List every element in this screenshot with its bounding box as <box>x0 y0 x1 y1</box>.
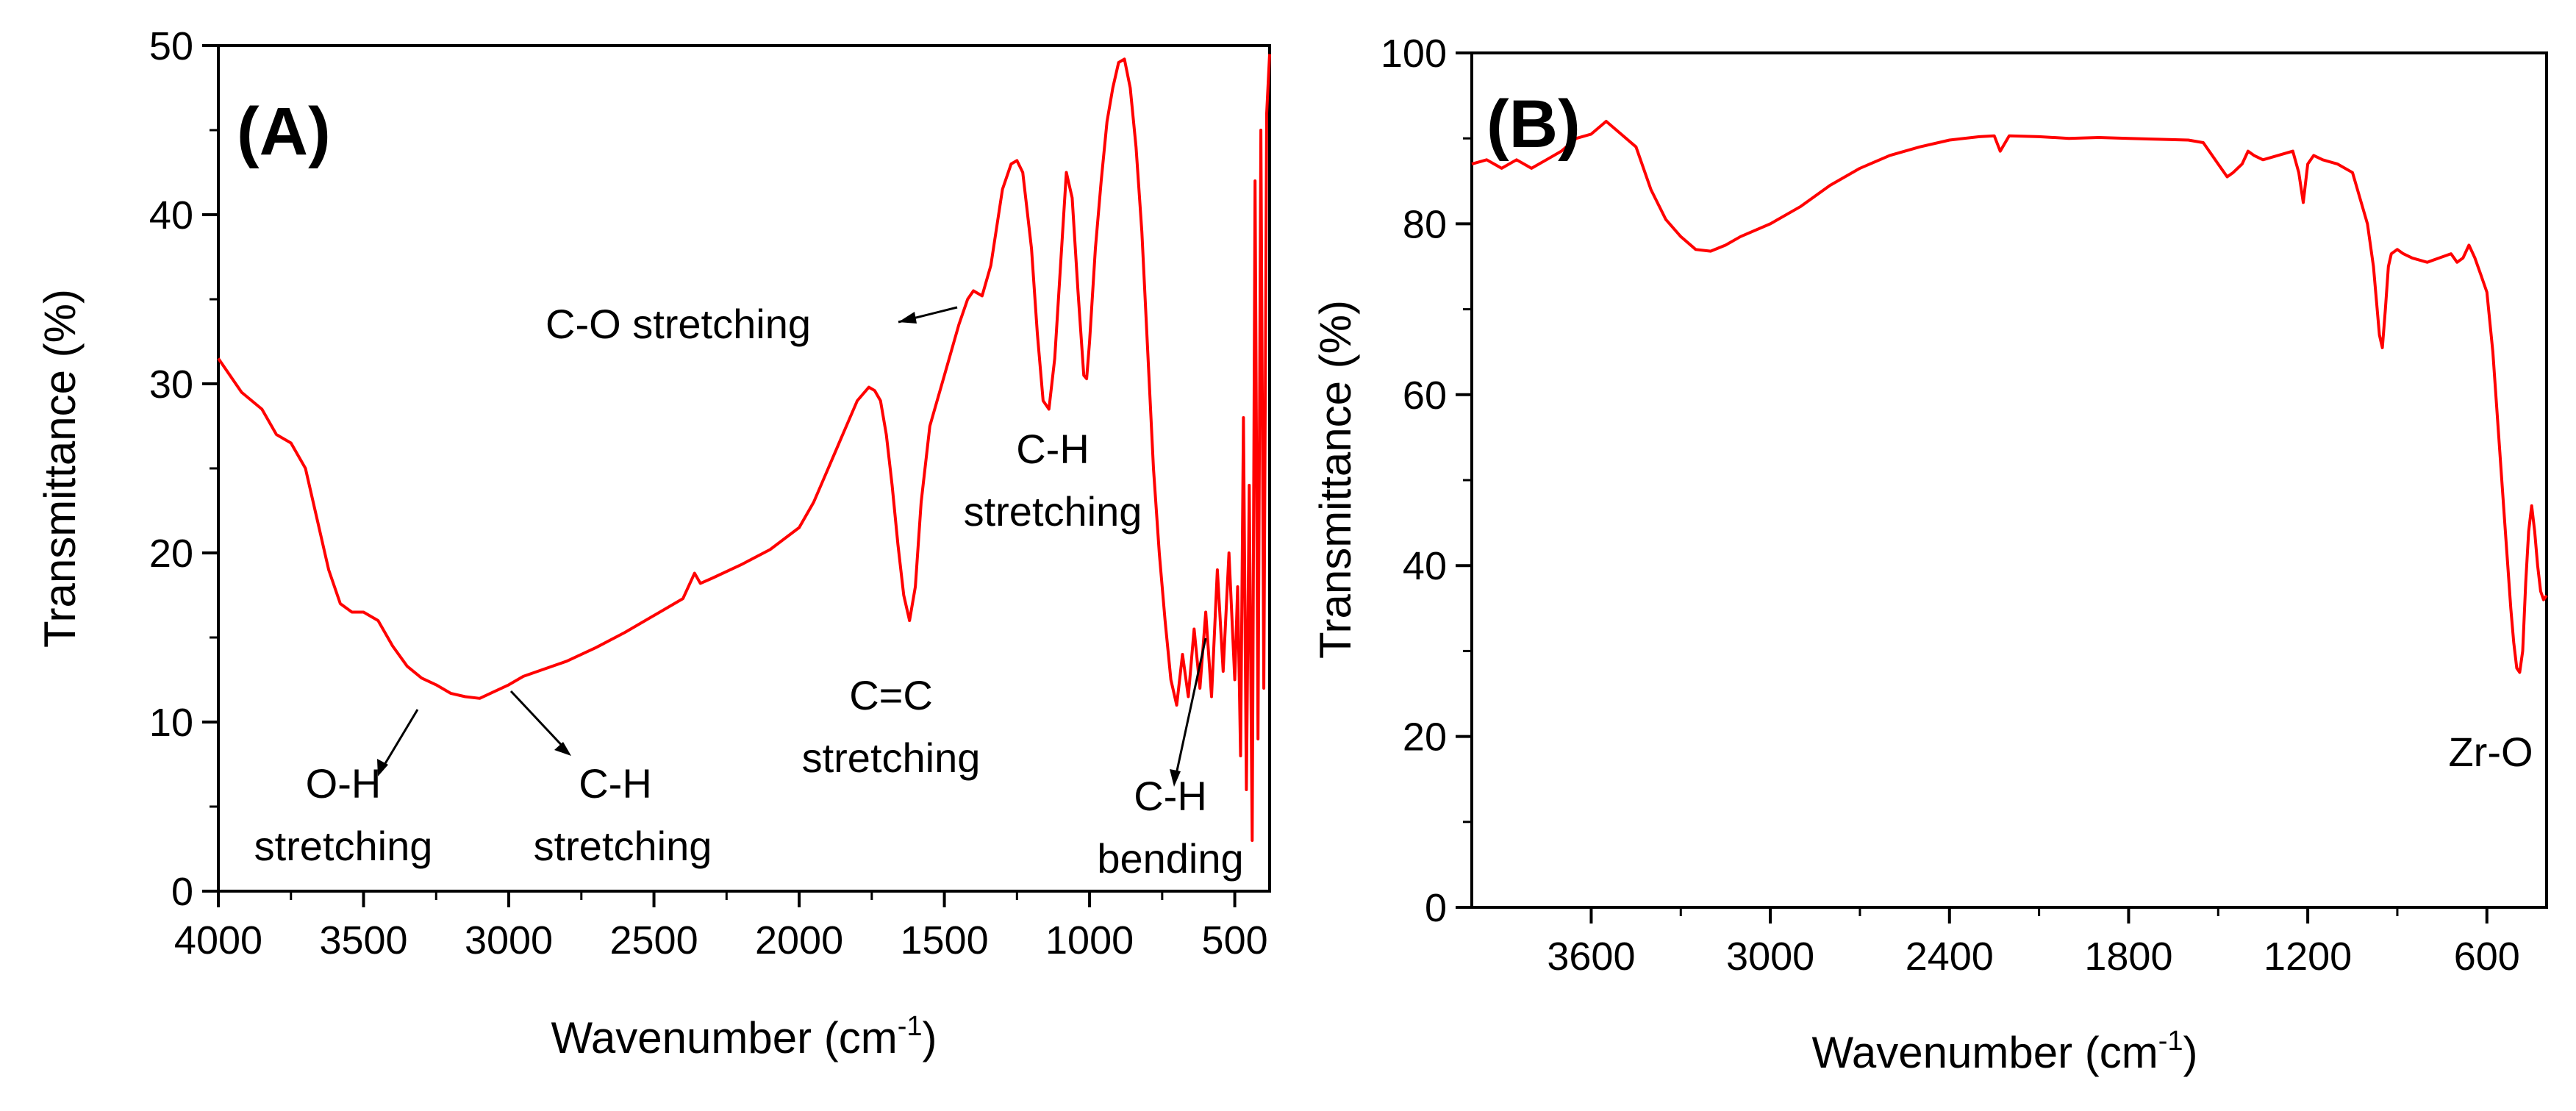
annotation-arrowhead <box>898 312 917 324</box>
panel-a-chart: 0 10 20 30 40 50 4000 3500 3000 2500 2000 1500 1000… <box>35 24 1271 1062</box>
annotation-label: bending <box>1097 835 1243 882</box>
annotation-cc-stretching: C=C stretching <box>802 672 981 781</box>
x-tick-label: 3000 <box>465 918 553 962</box>
panel-b-plot-frame <box>1470 51 2548 909</box>
annotation-arrowhead <box>1170 769 1181 787</box>
panel-a-y-axis-title: Transmittance (%) <box>35 289 85 648</box>
panel-a-x-axis-title-end: ) <box>923 1013 937 1062</box>
panel-b-chart: 0 20 40 60 80 100 3600 3000 2400 1800 1200 600 (B)… <box>1311 32 2548 1077</box>
x-tick-label: 1500 <box>900 918 988 962</box>
annotation-label: C-O stretching <box>545 301 811 347</box>
panel-a-label: (A) <box>237 94 331 169</box>
annotation-label: C-H <box>1134 773 1207 819</box>
panel-b-x-ticks: 3600 3000 2400 1800 1200 600 <box>1547 907 2520 979</box>
y-tick-label: 80 <box>1403 202 1447 246</box>
x-tick-label: 500 <box>1202 918 1268 962</box>
panel-b-label: (B) <box>1486 87 1581 162</box>
annotation-co-stretching: C-O stretching <box>545 301 958 347</box>
y-tick-label: 50 <box>149 24 193 68</box>
annotation-arrowhead <box>554 742 571 756</box>
panel-a-spectrum-line <box>217 54 1271 842</box>
x-tick-label: 600 <box>2454 935 2520 979</box>
annotation-ch-stretching-2950: C-H stretching <box>509 690 712 869</box>
x-tick-label: 3500 <box>319 918 407 962</box>
annotation-arrowhead <box>377 759 388 776</box>
annotation-label: stretching <box>254 823 433 869</box>
panel-a-x-axis-title-main: Wavenumber (cm <box>551 1013 898 1062</box>
panel-a-x-axis-title-sup: -1 <box>898 1011 923 1042</box>
x-tick-label: 1800 <box>2084 935 2172 979</box>
annotation-label: stretching <box>534 823 712 869</box>
annotation-label: stretching <box>964 488 1142 535</box>
x-tick-label: 3600 <box>1547 935 1635 979</box>
panel-a-x-axis-title: Wavenumber (cm-1) <box>551 1011 937 1062</box>
x-tick-label: 3000 <box>1726 935 1814 979</box>
y-tick-label: 10 <box>149 701 193 745</box>
annotation-label: stretching <box>802 735 981 781</box>
panel-b-spectrum-line <box>1471 120 2548 674</box>
x-tick-label: 4000 <box>174 918 262 962</box>
annotation-arrow <box>379 709 419 773</box>
y-tick-label: 20 <box>1403 715 1447 760</box>
annotation-oh-stretching: O-H stretching <box>254 709 433 869</box>
annotation-label: O-H <box>306 760 382 807</box>
annotation-arrow <box>509 690 569 753</box>
panel-b-x-axis-title-sup: -1 <box>2158 1026 2183 1057</box>
annotation-label: Zr-O <box>2448 729 2533 775</box>
y-tick-label: 60 <box>1403 374 1447 418</box>
panel-b-y-ticks: 0 20 40 60 80 100 <box>1381 32 1472 930</box>
panel-b-y-axis-title: Transmittance (%) <box>1311 300 1360 659</box>
panel-b-x-axis-title: Wavenumber (cm-1) <box>1812 1026 2198 1077</box>
y-tick-label: 30 <box>149 362 193 407</box>
annotation-label: C-H <box>579 760 652 807</box>
y-tick-label: 0 <box>1425 886 1447 930</box>
annotation-zr-o: Zr-O <box>2448 729 2533 775</box>
x-tick-label: 2400 <box>1906 935 1994 979</box>
x-tick-label: 1000 <box>1045 918 1134 962</box>
annotation-ch-stretching-1140: C-H stretching <box>964 426 1142 535</box>
annotation-arrow <box>1173 637 1207 782</box>
panel-b-x-axis-title-main: Wavenumber (cm <box>1812 1028 2158 1077</box>
panel-a-x-ticks: 4000 3500 3000 2500 2000 1500 1000 500 <box>174 891 1268 962</box>
annotation-ch-bending: C-H bending <box>1097 637 1244 882</box>
y-tick-label: 20 <box>149 532 193 576</box>
y-tick-label: 0 <box>171 870 193 914</box>
annotation-label: C=C <box>849 672 933 718</box>
y-tick-label: 100 <box>1381 32 1447 76</box>
y-tick-label: 40 <box>1403 544 1447 588</box>
x-tick-label: 2000 <box>755 918 843 962</box>
panel-a-y-ticks: 0 10 20 30 40 50 <box>149 24 218 914</box>
annotation-label: C-H <box>1016 426 1090 472</box>
panel-b-x-axis-title-end: ) <box>2183 1028 2198 1077</box>
x-tick-label: 2500 <box>609 918 698 962</box>
y-tick-label: 40 <box>149 193 193 237</box>
x-tick-label: 1200 <box>2264 935 2352 979</box>
